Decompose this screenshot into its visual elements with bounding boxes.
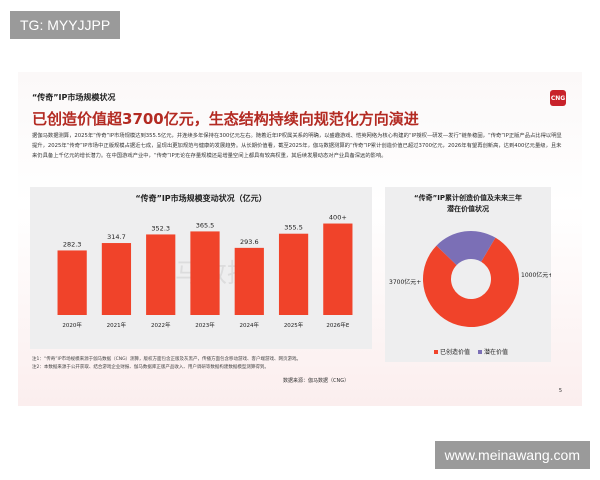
data-label: 314.7 [107,233,126,241]
bar [101,243,132,315]
pie-chart-panel: 3700亿元+ 1000亿元+ “传奇”IP累计创造价值及未来三年 潜在价值状况 已… [385,187,551,362]
pie-title-line: “传奇”IP累计创造价值及未来三年 [414,194,522,202]
tick-label: 2026年E [326,321,349,329]
watermark-bottom: www.meinawang.com [434,441,590,469]
data-label: 282.3 [63,240,82,248]
data-source: 数据来源：伽马数据（CNG） [283,378,350,384]
slice-label: 3700亿元+ [389,278,421,286]
tick-label: 2023年 [195,321,215,329]
bar [190,231,220,315]
legend-label: 已创造价值 [440,349,471,356]
data-label: 293.6 [240,238,259,246]
pie-legend: 已创造价值 潜在价值 [385,347,551,356]
data-label: 365.5 [196,221,215,229]
slice-label: 1000亿元+ [521,271,551,279]
tick-label: 2024年 [240,321,260,329]
bar-chart: 伽马数据282.32020年314.72021年352.32022年365.52… [57,214,353,329]
footnote-2: 注2：本数据来源于公开获取、结合游戏企业财报、伽马数据库正版产品收入、用户调研等… [32,365,269,370]
page-number: 5 [558,388,562,394]
slide: “传奇”IP市场规模状况 CNG 已创造价值超3700亿元，生态结构持续向规范化… [18,72,582,406]
footnote-1: 注1：“传奇”IP市场规模来源于伽马数据（CNG）测算，版权方面包含正版及灰黑产… [32,357,302,362]
bar-chart-panel: 伽马数据282.32020年314.72021年352.32022年365.52… [30,187,372,349]
bar [323,223,353,315]
data-label: 400+ [329,214,347,222]
data-label: 355.5 [284,224,303,232]
tick-label: 2022年 [151,321,171,329]
pie-chart-title: “传奇”IP累计创造价值及未来三年 潜在价值状况 [385,193,551,215]
bar [146,234,176,315]
slide-paragraph: 据伽马数据测算，2025年“传奇”IP市场规模达到355.5亿元，并连续多年保持… [32,133,562,159]
tick-label: 2025年 [284,321,304,329]
slide-subtitle: “传奇”IP市场规模状况 [32,93,116,102]
legend-swatch [434,350,439,354]
bar [57,250,87,315]
legend-swatch [477,350,482,354]
tick-label: 2020年 [62,321,82,329]
cng-logo: CNG [550,90,566,106]
watermark-top: TG: MYYJJPP [10,11,121,39]
pie-slice [436,231,496,266]
slide-title: 已创造价值超3700亿元，生态结构持续向规范化方向演进 [32,110,419,128]
bar-chart-title: “传奇”IP市场规模变动状况（亿元） [135,194,267,203]
legend-label: 潜在价值 [483,349,508,356]
pie-chart: 3700亿元+ 1000亿元+ [389,231,551,327]
data-label: 352.3 [151,224,170,232]
tick-label: 2021年 [107,321,127,329]
pie-slice [423,237,519,327]
pie-title-line: 潜在价值状况 [447,205,489,213]
bar [278,233,309,315]
bar [234,247,264,315]
